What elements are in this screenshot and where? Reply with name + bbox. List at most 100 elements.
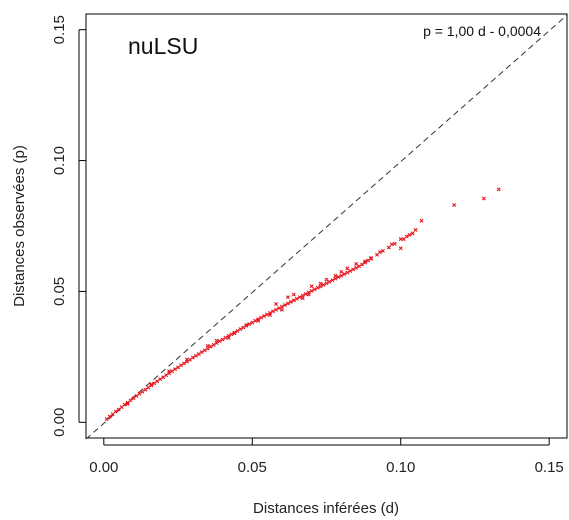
data-point [259, 315, 264, 320]
data-point [294, 296, 299, 301]
data-point [125, 401, 130, 406]
data-point [339, 273, 344, 278]
data-point [271, 309, 276, 314]
data-point [288, 299, 293, 304]
data-point [279, 304, 284, 309]
y-axis: 0.00 0.05 0.10 0.15 [51, 15, 86, 437]
data-point [268, 312, 273, 317]
data-point [366, 258, 371, 263]
data-point [309, 288, 314, 293]
plot-box [85, 13, 568, 439]
x-axis-title: Distances inférées (d) [253, 500, 399, 517]
data-point [312, 287, 317, 292]
data-point [291, 292, 296, 297]
x-tick-label: 0.00 [89, 459, 118, 476]
data-point [173, 367, 178, 372]
y-tick-label: 0.00 [51, 408, 68, 437]
data-point [386, 245, 391, 250]
x-axis: 0.00 0.05 0.10 0.15 [89, 438, 564, 476]
data-point [232, 330, 237, 335]
data-point [321, 282, 326, 287]
data-point [377, 250, 382, 255]
data-point [190, 355, 195, 360]
data-point [149, 383, 154, 388]
data-point [369, 255, 374, 260]
data-point [374, 252, 379, 257]
data-point [137, 391, 142, 396]
data-point [220, 337, 225, 342]
data-point [363, 260, 368, 265]
data-point [324, 277, 329, 282]
data-point [205, 343, 210, 348]
data-point [401, 237, 406, 242]
data-point [369, 256, 374, 261]
data-point [155, 379, 160, 384]
data-point [104, 417, 109, 422]
data-point [199, 350, 204, 355]
data-point [176, 365, 181, 370]
y-axis-title: Distances observées (p) [11, 145, 28, 307]
data-point [247, 322, 252, 327]
data-point [345, 270, 350, 275]
data-point [339, 269, 344, 274]
data-point [161, 375, 166, 380]
x-tick-label: 0.05 [238, 459, 267, 476]
data-point [333, 273, 338, 278]
data-point [179, 363, 184, 368]
data-point [345, 266, 350, 271]
data-point [419, 218, 424, 223]
data-point [256, 318, 261, 323]
data-point [315, 285, 320, 290]
data-point [282, 303, 287, 308]
data-point [181, 361, 186, 366]
data-point [291, 298, 296, 303]
data-point [481, 196, 486, 201]
data-point [110, 412, 115, 417]
data-point [274, 307, 279, 312]
data-point [285, 301, 290, 306]
data-point [113, 409, 118, 414]
data-point [187, 357, 192, 362]
data-point [327, 279, 332, 284]
y-tick-label: 0.15 [51, 15, 68, 44]
data-points [104, 187, 501, 422]
data-point [229, 332, 234, 337]
data-point [336, 275, 341, 280]
data-point [244, 323, 249, 328]
data-point [167, 369, 172, 374]
data-point [297, 295, 302, 300]
data-point [149, 382, 154, 387]
data-point [380, 248, 385, 253]
data-point [348, 269, 353, 274]
data-point [279, 307, 284, 312]
data-point [274, 302, 279, 306]
data-point [226, 336, 231, 341]
data-point [262, 314, 267, 319]
data-point [193, 353, 198, 358]
data-point [324, 281, 329, 286]
data-point [306, 292, 311, 297]
data-point [152, 381, 157, 386]
data-point [309, 284, 314, 289]
data-point [398, 246, 403, 251]
data-point [389, 242, 394, 247]
data-point [238, 327, 243, 332]
data-point [413, 227, 418, 232]
data-point [363, 259, 368, 264]
data-point [164, 373, 169, 378]
reference-line [85, 14, 568, 440]
data-point [158, 377, 163, 382]
data-point [253, 318, 258, 323]
data-point [223, 335, 228, 340]
x-tick-label: 0.10 [386, 459, 415, 476]
data-point [202, 348, 207, 353]
data-point [318, 281, 323, 286]
data-point [452, 203, 457, 208]
data-point [392, 241, 397, 246]
data-point [140, 389, 145, 394]
data-point [232, 331, 237, 336]
data-point [244, 322, 249, 327]
data-point [214, 338, 219, 343]
data-point [354, 265, 359, 270]
